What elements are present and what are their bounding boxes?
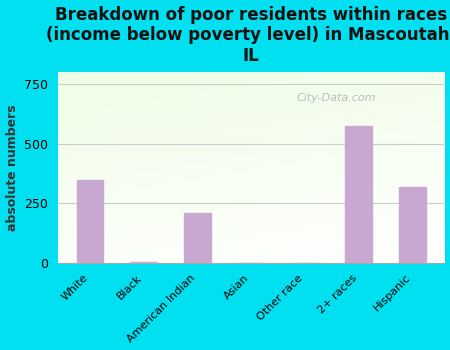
Text: City-Data.com: City-Data.com — [297, 93, 376, 103]
Bar — [399, 187, 426, 263]
Bar — [130, 262, 157, 263]
Bar — [76, 180, 104, 263]
Bar — [184, 213, 211, 263]
Bar — [345, 126, 372, 263]
Y-axis label: absolute numbers: absolute numbers — [5, 104, 18, 231]
Title: Breakdown of poor residents within races
(income below poverty level) in Mascout: Breakdown of poor residents within races… — [46, 6, 450, 65]
